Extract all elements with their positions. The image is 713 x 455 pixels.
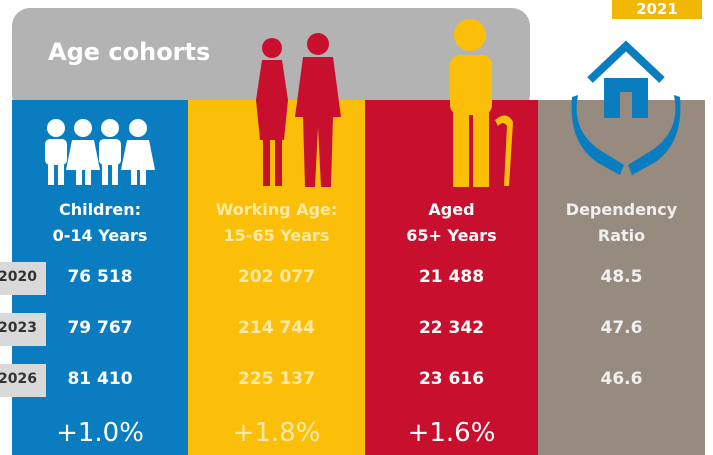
- column-label: 15-65 Years: [223, 226, 330, 245]
- column-label: Aged: [428, 200, 475, 219]
- children-icon: [45, 119, 155, 185]
- row-label-box: [0, 364, 46, 397]
- cell-value: 214 744: [238, 318, 315, 338]
- change-value: +1.6%: [407, 418, 496, 448]
- cell-value: 76 518: [67, 267, 133, 287]
- column-label: Dependency: [565, 200, 678, 219]
- cell-value: 21 488: [418, 267, 485, 287]
- cell-value: 81 410: [67, 369, 133, 389]
- column-label: Children:: [58, 200, 142, 219]
- change-value: +1.8%: [232, 418, 321, 448]
- cell-value: 23 616: [418, 369, 485, 389]
- working-icon: [256, 33, 341, 187]
- column-label: 0-14 Years: [52, 226, 148, 245]
- cell-value: 46.6: [600, 369, 643, 389]
- cell-value: 47.6: [600, 318, 643, 338]
- dependency-icon: [571, 40, 681, 175]
- column-label: Ratio: [597, 226, 646, 245]
- row-label-box: [0, 262, 46, 295]
- column-label: Working Age:: [215, 200, 338, 219]
- cell-value: 48.5: [600, 267, 643, 287]
- change-value: +1.0%: [56, 418, 144, 448]
- aged-icon: [450, 19, 513, 187]
- row-label: 2023: [0, 320, 37, 336]
- cell-value: 225 137: [238, 369, 315, 389]
- year-badge-box: [612, 0, 702, 19]
- year-badge: 2021: [636, 0, 678, 18]
- icons: [45, 19, 681, 187]
- column-dependency: [538, 100, 705, 455]
- title: Age cohorts: [48, 38, 211, 66]
- cell-value: 202 077: [238, 267, 315, 287]
- row-label: 2026: [0, 371, 37, 387]
- cell-value: 79 767: [67, 318, 133, 338]
- column-label: 65+ Years: [406, 226, 497, 245]
- cell-value: 22 342: [418, 318, 485, 338]
- row-label: 2020: [0, 269, 37, 285]
- row-label-box: [0, 313, 46, 346]
